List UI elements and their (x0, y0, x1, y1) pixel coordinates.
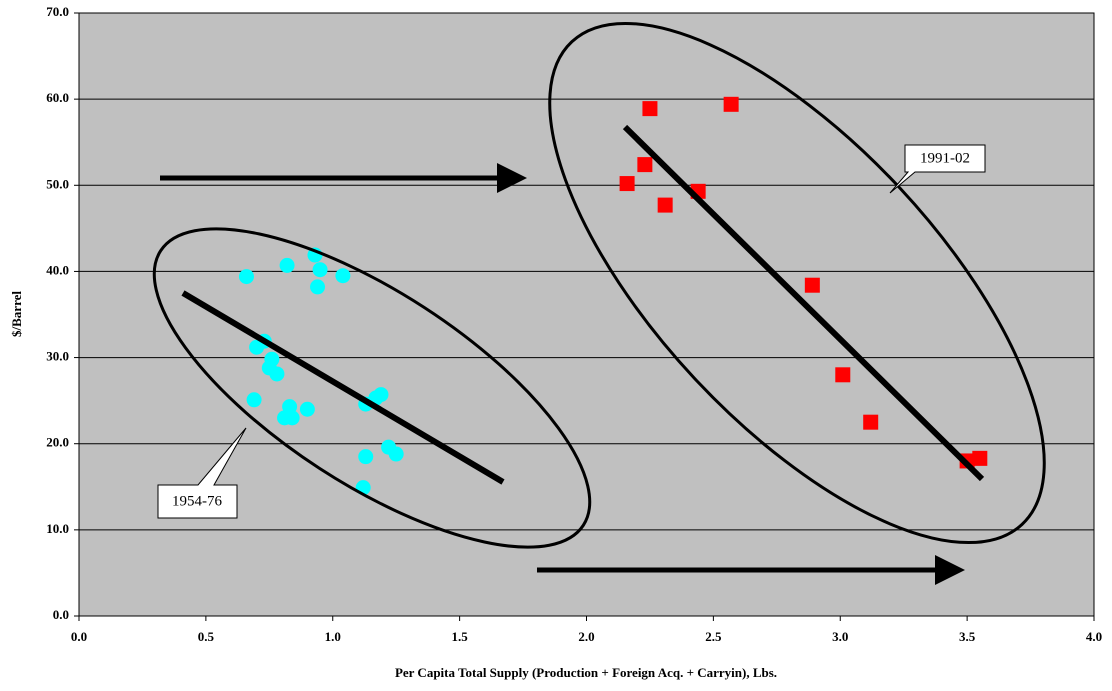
y-tick-label: 0.0 (53, 607, 69, 622)
point (972, 450, 988, 466)
y-tick-label: 50.0 (46, 176, 69, 191)
point (358, 449, 374, 465)
x-tick-label: 1.5 (452, 629, 469, 644)
point (835, 367, 851, 383)
point (388, 446, 404, 462)
trend-line (181, 290, 505, 485)
point (238, 269, 254, 285)
point (657, 197, 673, 213)
y-tick-label: 60.0 (46, 90, 69, 105)
y-axis-title: $/Barrel (9, 291, 24, 337)
trend-line (622, 124, 985, 482)
x-tick-label: 0.0 (71, 629, 87, 644)
point (863, 414, 879, 430)
y-tick-label: 40.0 (46, 262, 69, 277)
point (723, 96, 739, 112)
x-tick-label: 2.0 (578, 629, 594, 644)
point (619, 176, 635, 192)
point (637, 157, 653, 173)
y-tick-label: 20.0 (46, 435, 69, 450)
point (269, 366, 285, 382)
x-tick-label: 3.0 (832, 629, 848, 644)
x-axis-title: Per Capita Total Supply (Production + Fo… (395, 665, 777, 680)
annotation: 1991-02 (920, 150, 970, 166)
y-tick-label: 10.0 (46, 521, 69, 536)
point (804, 277, 820, 293)
point (310, 279, 326, 295)
overlays: 1991-02 1954-76 (152, 21, 1046, 585)
point (279, 257, 295, 273)
x-tick-label: 2.5 (705, 629, 722, 644)
point (284, 410, 300, 426)
annotation: 1954-76 (172, 493, 222, 509)
point (249, 339, 265, 355)
x-tick-label: 1.0 (325, 629, 341, 644)
x-tick-label: 0.5 (198, 629, 215, 644)
point (299, 401, 315, 417)
point (282, 399, 298, 415)
callout (157, 427, 247, 519)
y-tick-label: 30.0 (46, 349, 69, 364)
group-ellipse (548, 21, 1046, 545)
callout (889, 144, 986, 194)
x-tick-label: 3.5 (959, 629, 976, 644)
point (335, 268, 351, 284)
plot-area (79, 13, 1094, 616)
point (312, 262, 328, 278)
x-tick-label: 4.0 (1086, 629, 1102, 644)
point (642, 101, 658, 117)
y-tick-label: 70.0 (46, 4, 69, 19)
group-ellipse (152, 227, 592, 549)
point (373, 387, 389, 403)
point (246, 392, 262, 408)
